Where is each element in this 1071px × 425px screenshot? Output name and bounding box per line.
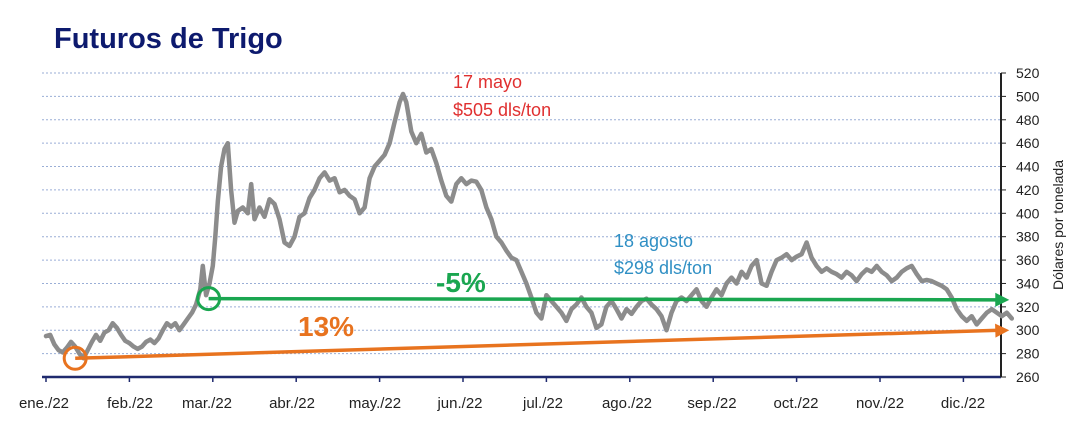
august-annotation-price: $298 dls/ton — [614, 258, 712, 278]
trend-line-1 — [75, 328, 1000, 361]
y-tick-label: 360 — [1016, 252, 1040, 268]
y-tick-label: 260 — [1016, 369, 1040, 385]
x-axis-ticks: ene./22 feb./22 mar./22 abr./22 may./22 jun./… — [19, 377, 985, 412]
x-tick-label-11: dic./22 — [941, 395, 985, 412]
x-tick-label-0: ene./22 — [19, 395, 69, 412]
x-tick-label-5: jun./22 — [436, 395, 482, 412]
peak-annotation-price: $505 dls/ton — [453, 100, 551, 120]
wheat-price-series — [43, 91, 1015, 361]
y-tick-label: 520 — [1016, 65, 1040, 81]
x-tick-label-7: ago./22 — [602, 395, 652, 412]
plus-13-percent-label: 13% — [298, 311, 354, 342]
x-tick-label-4: may./22 — [349, 395, 401, 412]
y-tick-label: 400 — [1016, 205, 1040, 221]
trend-arrowhead-0 — [995, 292, 1010, 307]
y-tick-label: 500 — [1016, 88, 1040, 104]
trend-start-circle-1 — [62, 345, 88, 371]
x-tick-label-3: abr./22 — [269, 395, 315, 412]
trend-line-0 — [208, 296, 1000, 302]
peak-annotation-date: 17 mayo — [453, 72, 522, 92]
y-axis-label: Dólares por tonelada — [1050, 160, 1066, 290]
y-axis-ticks: 260 280 300 320 340 360 380 400 420 440 460 480 500 5… — [1001, 65, 1040, 385]
y-tick-label: 320 — [1016, 299, 1040, 315]
x-tick-label-2: mar./22 — [182, 395, 232, 412]
x-tick-label-9: oct./22 — [773, 395, 818, 412]
y-tick-label: 480 — [1016, 112, 1040, 128]
trend-lines — [62, 286, 1010, 371]
y-tick-label: 380 — [1016, 229, 1040, 245]
x-tick-label-8: sep./22 — [687, 395, 736, 412]
trend-arrowhead-1 — [995, 323, 1010, 338]
y-tick-label: 340 — [1016, 275, 1040, 291]
y-tick-label: 280 — [1016, 346, 1040, 362]
y-tick-label: 440 — [1016, 159, 1040, 175]
x-tick-label-6: jul./22 — [522, 395, 563, 412]
august-annotation-date: 18 agosto — [614, 231, 693, 251]
y-tick-label: 460 — [1016, 135, 1040, 151]
y-tick-label: 300 — [1016, 322, 1040, 338]
minus-5-percent-label: -5% — [436, 267, 486, 298]
x-tick-label-1: feb./22 — [107, 395, 153, 412]
chart-title: Futuros de Trigo — [54, 23, 283, 55]
y-tick-label: 420 — [1016, 182, 1040, 198]
trend-start-circle-0 — [196, 286, 222, 312]
x-tick-label-10: nov./22 — [856, 395, 904, 412]
